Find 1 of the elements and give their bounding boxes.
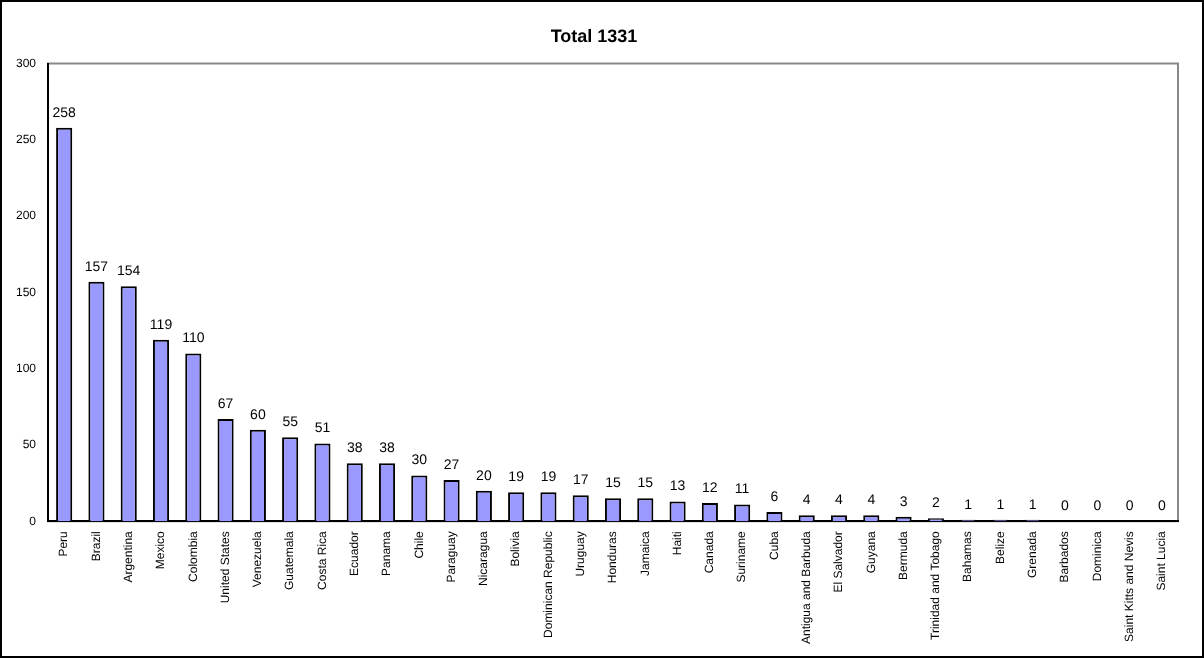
chart-title: Total 1331 (550, 25, 638, 46)
